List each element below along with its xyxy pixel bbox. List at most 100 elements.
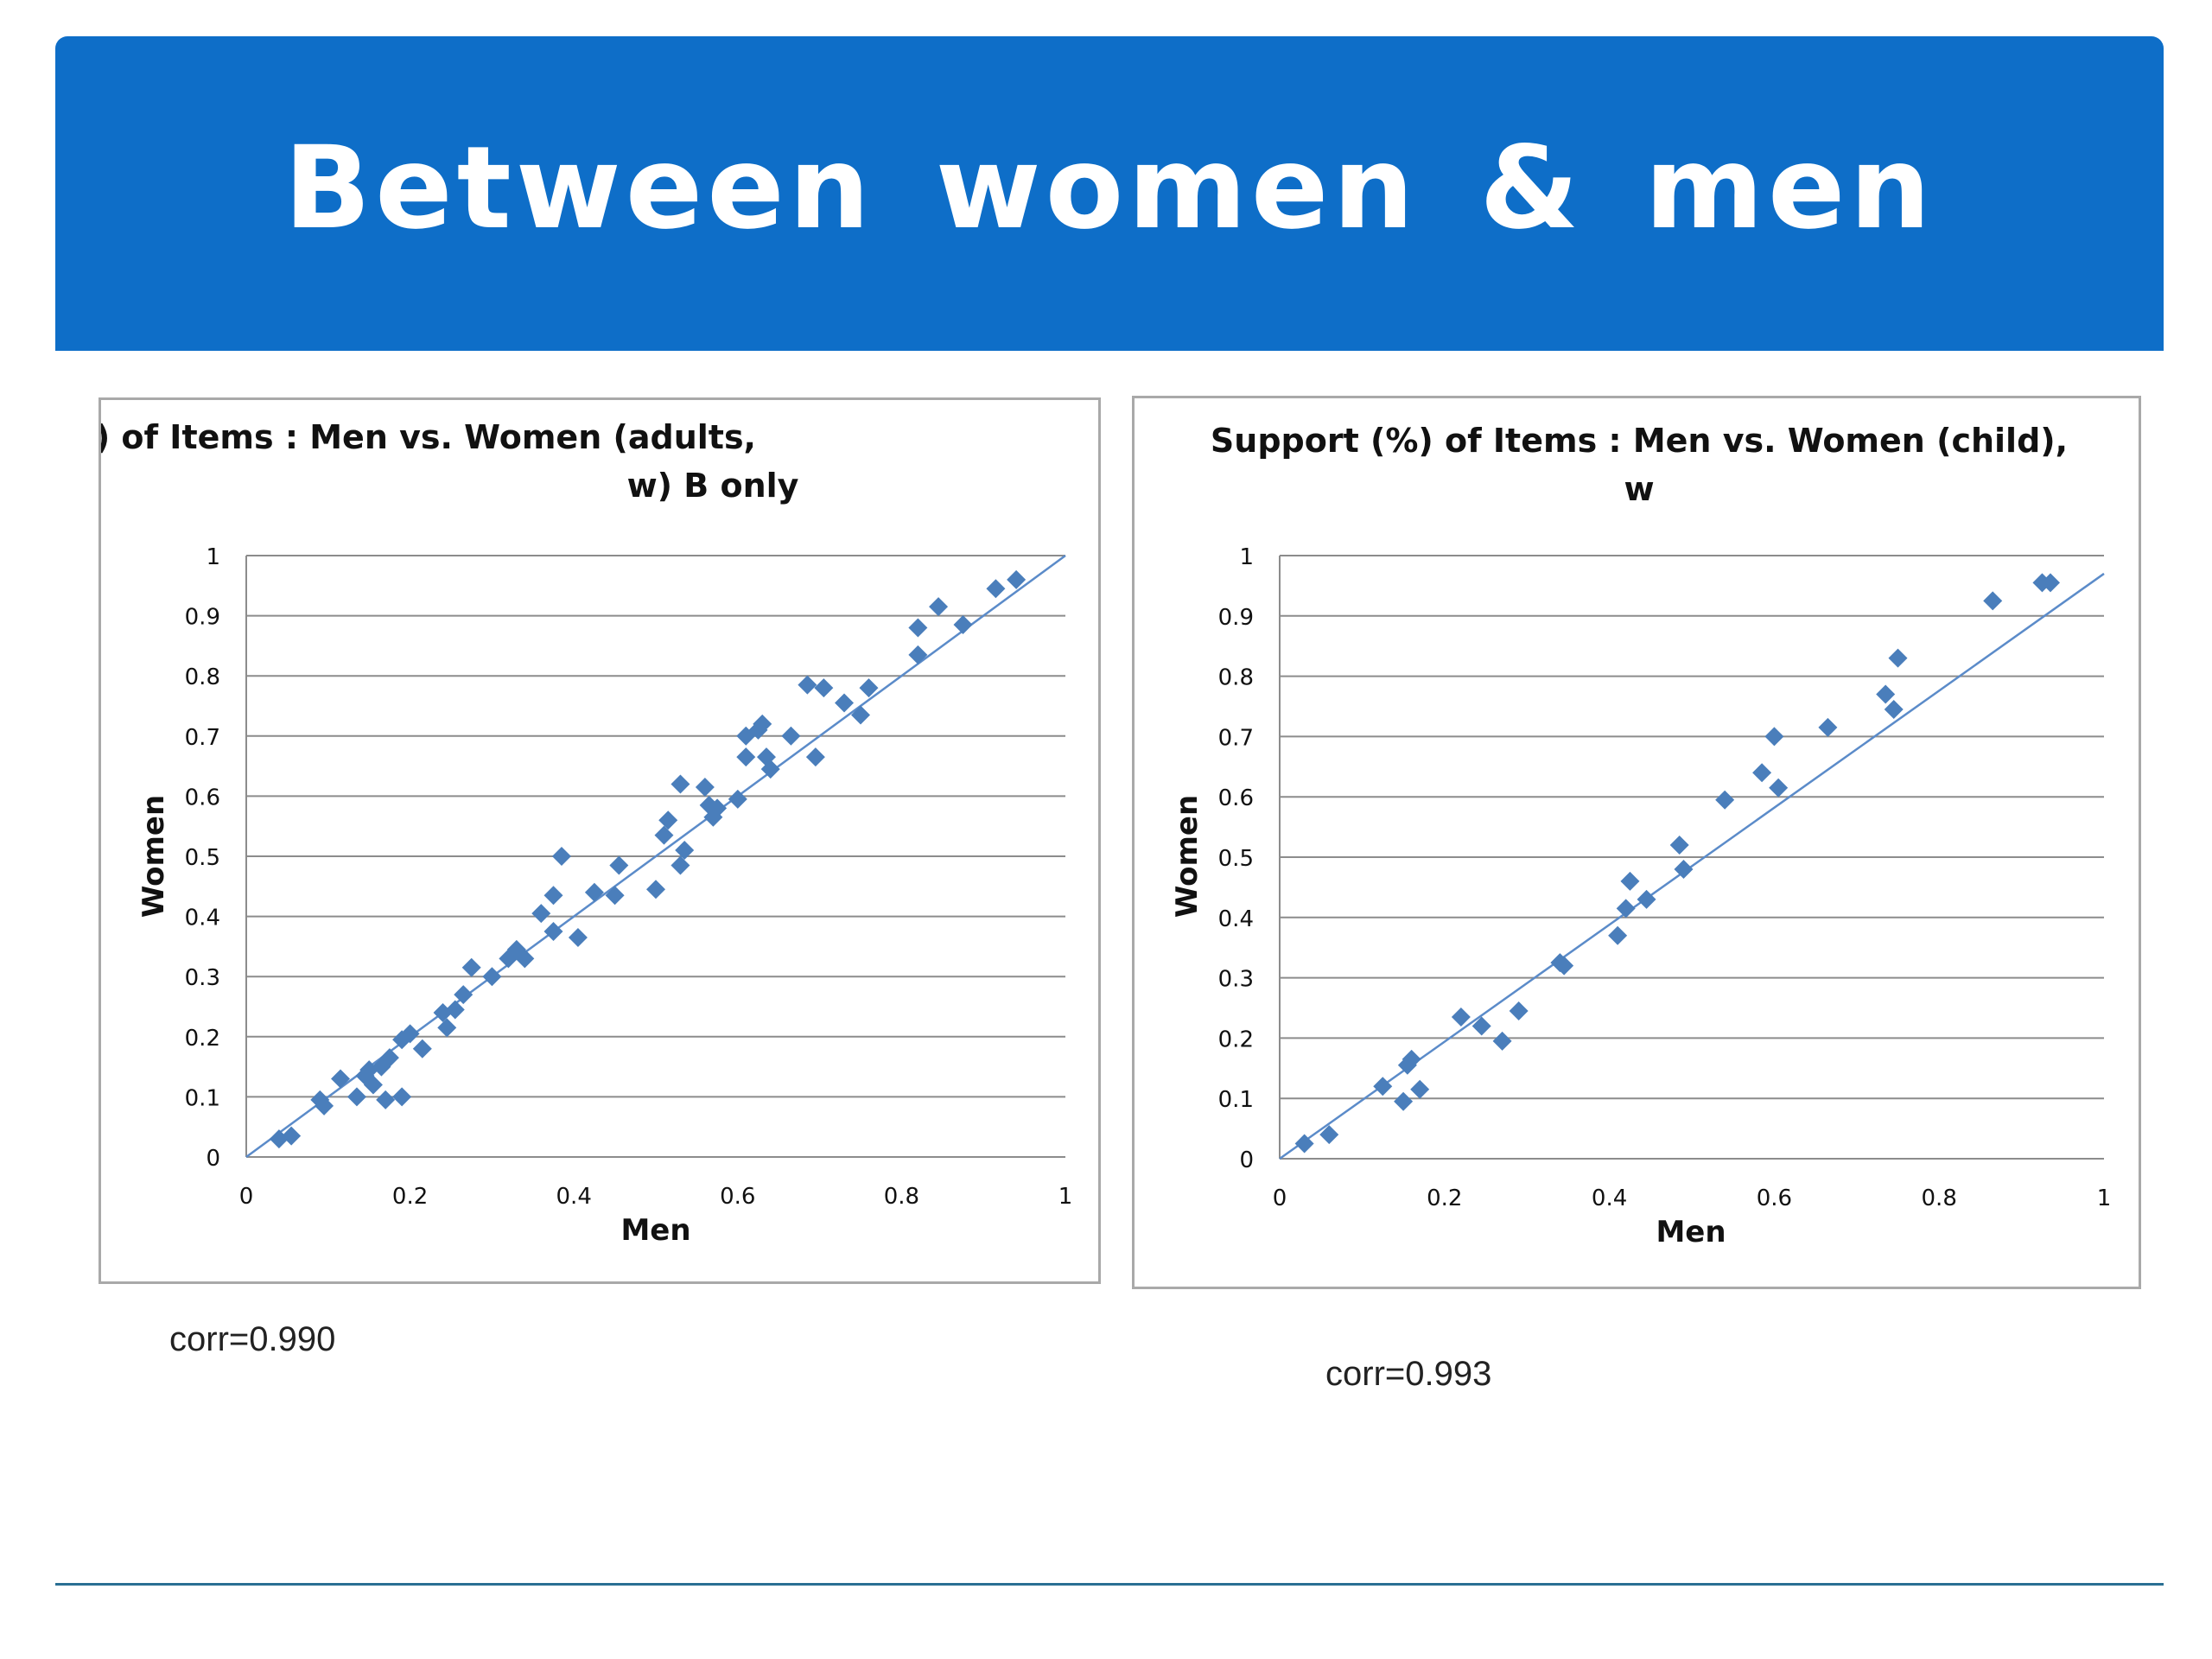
data-point [315, 1096, 334, 1116]
data-point [2040, 573, 2060, 593]
title-banner: Between women & men [55, 36, 2164, 351]
y-tick-label: 1 [1239, 544, 1254, 570]
y-tick-label: 1 [206, 544, 220, 570]
y-tick-label: 0.7 [1218, 725, 1254, 751]
data-point [461, 957, 481, 977]
data-point [671, 774, 690, 794]
data-point [929, 597, 949, 617]
data-point [568, 927, 588, 947]
data-point [1876, 684, 1896, 704]
data-point [1402, 1049, 1421, 1069]
data-point [760, 760, 780, 779]
y-tick-label: 0.9 [1218, 605, 1254, 631]
data-point [654, 825, 674, 845]
y-tick-label: 0.3 [1218, 967, 1254, 993]
data-point [953, 615, 973, 635]
data-point [1608, 925, 1628, 945]
x-tick-label: 0.8 [884, 1184, 919, 1210]
data-point [531, 904, 551, 924]
data-point [1983, 591, 2003, 611]
data-point [908, 645, 928, 664]
chart-title-line: Support (%) of Items : Men vs. Women (ad… [101, 418, 756, 456]
data-point [605, 886, 625, 906]
data-point [445, 1000, 465, 1020]
slide-title: Between women & men [283, 122, 1936, 255]
y-tick-label: 0.8 [185, 664, 220, 690]
x-tick-label: 0.6 [720, 1184, 755, 1210]
chart-title-line: w) B only [627, 467, 799, 505]
data-point [400, 1024, 420, 1044]
data-point [851, 705, 870, 725]
data-point [1509, 1001, 1529, 1020]
data-point [1769, 778, 1789, 798]
y-tick-label: 0.3 [185, 965, 220, 991]
data-point [609, 855, 629, 875]
x-tick-label: 0 [239, 1184, 254, 1210]
corr-left-label: corr=0.990 [169, 1320, 336, 1358]
data-point [798, 675, 817, 695]
data-point [437, 1018, 457, 1038]
data-point [1394, 1091, 1414, 1111]
data-point [753, 714, 772, 734]
data-point [482, 967, 502, 987]
data-point [1492, 1031, 1512, 1051]
data-point [1410, 1079, 1430, 1099]
y-axis-title: Women [1170, 795, 1205, 918]
data-point [736, 747, 756, 767]
data-point [814, 678, 834, 698]
data-point [1884, 699, 1904, 719]
y-tick-label: 0.7 [185, 725, 220, 751]
data-point [1669, 836, 1689, 855]
x-tick-label: 0.2 [392, 1184, 428, 1210]
data-point [1554, 956, 1574, 976]
chart-title-line: w [1624, 470, 1654, 508]
data-point [551, 847, 571, 866]
data-point [986, 579, 1006, 599]
data-point [658, 810, 678, 830]
data-point [1715, 790, 1735, 810]
data-point [748, 720, 768, 740]
data-point [1674, 859, 1694, 879]
x-tick-label: 0 [1273, 1185, 1287, 1211]
data-point [781, 726, 801, 746]
data-point [433, 1002, 453, 1022]
x-tick-label: 0.4 [556, 1184, 592, 1210]
y-tick-label: 0.8 [1218, 665, 1254, 691]
y-tick-label: 0 [206, 1146, 220, 1172]
footer-divider [55, 1583, 2164, 1586]
y-tick-label: 0.1 [185, 1085, 220, 1111]
data-point [1319, 1125, 1339, 1145]
y-tick-label: 0.9 [185, 605, 220, 631]
data-point [1818, 717, 1838, 737]
data-point [1471, 1016, 1491, 1036]
data-point [805, 747, 825, 767]
corr-right-label: corr=0.993 [1325, 1355, 1492, 1393]
data-point [543, 922, 563, 941]
scatter-chart-child-svg: Support (%) of Items : Men vs. Women (ch… [1170, 422, 2112, 1249]
y-tick-label: 0.4 [185, 906, 220, 931]
chart-title-line: Support (%) of Items : Men vs. Women (ch… [1211, 422, 2068, 460]
y-tick-label: 0.2 [185, 1026, 220, 1052]
data-point [835, 693, 855, 713]
data-point [1373, 1077, 1393, 1096]
y-tick-label: 0.6 [1218, 785, 1254, 811]
x-tick-label: 1 [1058, 1184, 1073, 1210]
y-tick-label: 0.2 [1218, 1027, 1254, 1052]
y-axis-title: Women [137, 795, 171, 918]
data-point [859, 678, 879, 698]
x-axis-title: Men [620, 1213, 690, 1248]
data-point [282, 1126, 302, 1146]
data-point [515, 949, 535, 969]
y-tick-label: 0.5 [185, 845, 220, 871]
trend-line [1279, 572, 2105, 1160]
data-point [412, 1039, 432, 1058]
data-point [728, 789, 747, 809]
data-point [1616, 899, 1636, 918]
y-tick-label: 0.6 [185, 785, 220, 810]
x-tick-label: 1 [2097, 1185, 2112, 1211]
x-tick-label: 0.8 [1922, 1185, 1957, 1211]
y-tick-label: 0.4 [1218, 906, 1254, 932]
data-point [708, 798, 728, 818]
data-point [379, 1048, 399, 1068]
data-point [1451, 1007, 1471, 1027]
